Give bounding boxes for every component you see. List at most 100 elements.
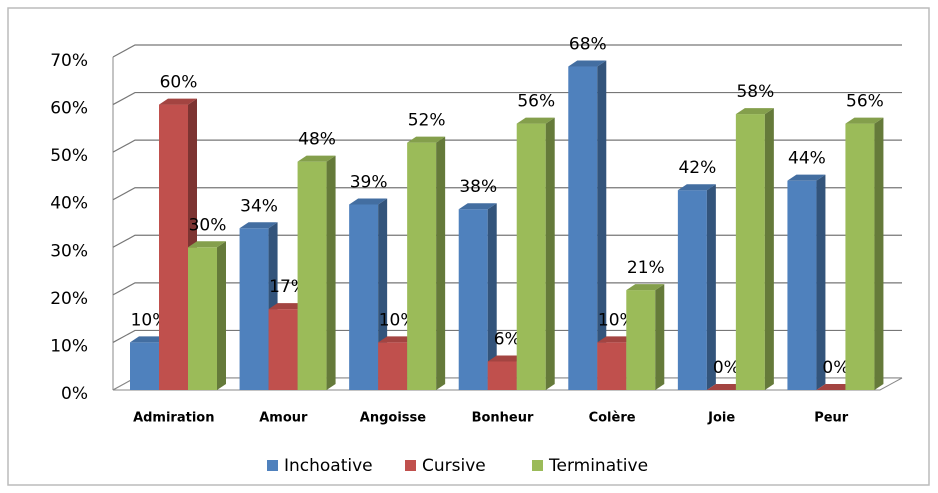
legend-swatch — [267, 460, 278, 471]
legend-label: Inchoative — [284, 456, 373, 476]
bar-top — [787, 174, 826, 181]
bar-top — [816, 384, 855, 390]
y-tick-label: 30% — [50, 241, 88, 261]
bar-top — [297, 155, 336, 162]
bar-top — [159, 98, 197, 105]
value-label: 38% — [459, 177, 497, 197]
bar-front — [130, 342, 159, 390]
bar-side — [436, 136, 446, 390]
x-tick-label: Angoisse — [360, 411, 426, 426]
value-label: 44% — [788, 149, 826, 169]
y-tick-label: 10% — [50, 336, 88, 356]
bar-front — [597, 342, 627, 390]
bar-top — [407, 136, 446, 143]
x-tick-label: Joie — [707, 411, 735, 426]
value-label: 10% — [131, 310, 169, 330]
x-tick-label: Admiration — [133, 411, 214, 426]
value-label: 56% — [846, 92, 884, 112]
legend-label: Cursive — [422, 456, 486, 476]
bar-front — [626, 290, 656, 390]
bar-top — [706, 384, 745, 390]
bar-front — [159, 104, 188, 391]
bar — [516, 117, 555, 390]
bar — [626, 284, 665, 390]
bar — [735, 108, 774, 390]
bar-front — [735, 114, 765, 390]
bar — [787, 174, 826, 390]
bar-front — [268, 309, 298, 390]
bar-side — [487, 203, 497, 390]
bar-front — [677, 190, 707, 390]
y-tick-label: 40% — [50, 194, 88, 214]
bar-front — [487, 361, 517, 390]
value-label: 21% — [627, 258, 665, 278]
value-label: 17% — [269, 277, 307, 297]
x-tick-label: Amour — [259, 411, 308, 426]
bar-side — [874, 117, 884, 390]
y-tick-label: 70% — [50, 51, 88, 71]
bar — [407, 136, 446, 390]
bar-side — [545, 117, 555, 390]
bar — [568, 60, 607, 391]
bar-front — [458, 209, 488, 390]
bar-top — [349, 198, 388, 205]
bar — [816, 384, 855, 390]
bar-front — [407, 142, 437, 390]
x-tick-label: Colère — [589, 411, 636, 426]
bar-top — [239, 222, 278, 229]
value-label: 0% — [713, 358, 740, 378]
y-tick-label: 60% — [50, 99, 88, 119]
value-label: 34% — [240, 196, 278, 216]
value-label: 10% — [598, 310, 636, 330]
legend-swatch — [405, 460, 416, 471]
y-tick-label: 50% — [50, 146, 88, 166]
bar — [297, 155, 336, 390]
bar-top — [458, 203, 497, 210]
bar — [677, 184, 716, 390]
bar-top — [735, 108, 774, 115]
value-label: 48% — [298, 130, 336, 150]
bar-top — [188, 241, 226, 248]
value-label: 42% — [678, 158, 716, 178]
y-tick-label: 0% — [61, 384, 88, 404]
bar — [845, 117, 884, 390]
bar-front — [568, 66, 598, 390]
bar — [188, 241, 226, 390]
value-label: 58% — [736, 82, 774, 102]
bar-top — [130, 336, 168, 343]
grid-line — [112, 91, 902, 106]
value-label: 68% — [569, 35, 607, 55]
bar-top — [677, 184, 716, 191]
bar-front — [188, 247, 217, 390]
bar-top — [845, 117, 884, 124]
value-label: 0% — [822, 358, 849, 378]
legend-label: Terminative — [548, 456, 648, 476]
bar-side — [217, 241, 226, 390]
grid-line — [112, 139, 902, 153]
grid-line — [112, 187, 902, 201]
bar-front — [787, 180, 817, 390]
bar-side — [816, 174, 826, 390]
bar-front — [239, 228, 269, 390]
bar-top — [487, 355, 526, 362]
value-label: 60% — [160, 73, 198, 93]
value-label: 6% — [494, 329, 521, 349]
bar-front — [516, 123, 546, 390]
bar — [458, 203, 497, 390]
bar-top — [378, 336, 417, 343]
bar-top — [626, 284, 665, 291]
value-label: 39% — [350, 172, 388, 192]
legend-swatch — [532, 460, 543, 471]
x-tick-label: Bonheur — [472, 411, 534, 426]
bar-top — [568, 60, 607, 67]
bar — [706, 384, 745, 390]
bar-top — [268, 303, 307, 310]
grid-line — [112, 234, 902, 248]
bar-top — [516, 117, 555, 124]
bar-side — [706, 184, 716, 390]
grid-line — [112, 44, 902, 58]
bar-front — [845, 123, 875, 390]
bar-side — [655, 284, 665, 390]
bar-front — [297, 161, 327, 390]
